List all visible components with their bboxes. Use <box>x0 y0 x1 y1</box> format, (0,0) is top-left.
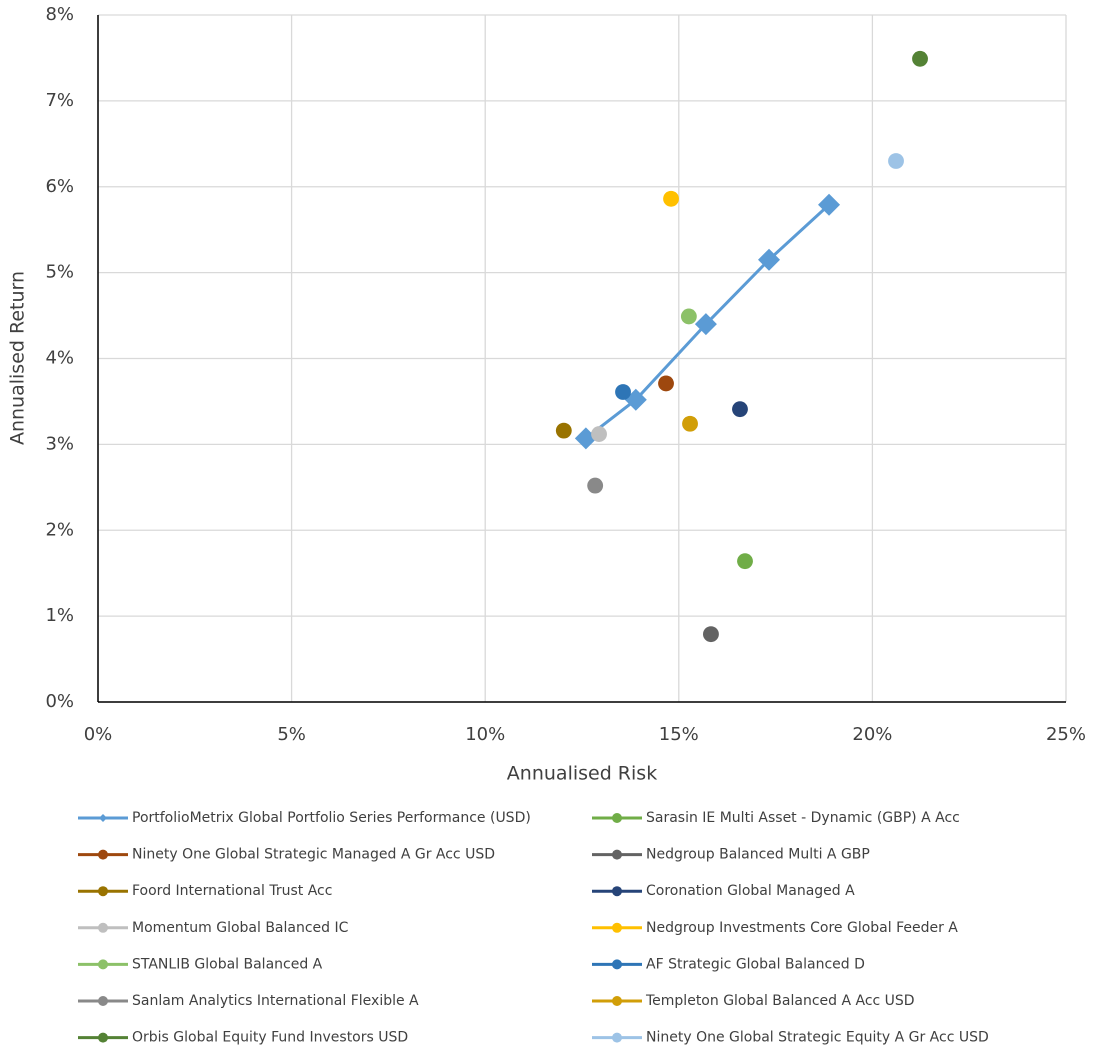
legend-label: Ninety One Global Strategic Managed A Gr… <box>132 847 495 863</box>
legend-swatch-marker <box>612 813 622 823</box>
legend-entry: Nedgroup Balanced Multi A GBP <box>592 847 870 863</box>
legend-swatch-marker <box>99 814 107 822</box>
legend-entry: Nedgroup Investments Core Global Feeder … <box>592 920 958 936</box>
y-tick-label: 5% <box>45 262 74 283</box>
legend-label: Nedgroup Investments Core Global Feeder … <box>646 920 958 936</box>
scatter-point <box>680 308 697 325</box>
legend-entry: Orbis Global Equity Fund Investors USD <box>78 1030 408 1046</box>
legend-swatch-marker <box>612 996 622 1006</box>
scatter-point <box>587 477 604 494</box>
y-axis-title: Annualised Return <box>7 271 29 445</box>
y-tick-label: 2% <box>45 519 74 540</box>
scatter-point <box>555 422 572 439</box>
legend-entry: Sarasin IE Multi Asset - Dynamic (GBP) A… <box>592 810 960 826</box>
legend-entry: PortfolioMetrix Global Portfolio Series … <box>78 810 531 826</box>
scatter-point <box>591 426 607 442</box>
line-point <box>818 193 841 216</box>
scatter-point <box>615 384 631 400</box>
legend-entry: Templeton Global Balanced A Acc USD <box>592 993 915 1009</box>
legend-swatch-marker <box>98 886 108 897</box>
legend-swatch-marker <box>612 922 622 933</box>
line-point <box>694 313 717 336</box>
legend-label: AF Strategic Global Balanced D <box>646 956 865 972</box>
legend-label: Nedgroup Balanced Multi A GBP <box>646 847 870 863</box>
x-tick-label: 10% <box>465 724 505 745</box>
x-tick-label: 20% <box>852 724 892 745</box>
legend-entry: Momentum Global Balanced IC <box>78 920 349 936</box>
y-tick-label: 3% <box>45 433 74 454</box>
legend-entry: Foord International Trust Acc <box>78 883 332 899</box>
legend-entry: AF Strategic Global Balanced D <box>592 956 865 972</box>
y-tick-label: 6% <box>45 176 74 197</box>
legend-swatch-marker <box>98 922 108 933</box>
legend-swatch-marker <box>612 959 622 970</box>
legend-swatch-marker <box>98 996 108 1006</box>
legend-entry: STANLIB Global Balanced A <box>78 956 323 972</box>
legend-label: Ninety One Global Strategic Equity A Gr … <box>646 1030 989 1046</box>
scatter-point <box>737 553 753 570</box>
legend-entry: Ninety One Global Strategic Managed A Gr… <box>78 847 495 863</box>
y-tick-label: 0% <box>45 691 74 712</box>
line-point <box>758 248 781 271</box>
legend-entry: Ninety One Global Strategic Equity A Gr … <box>592 1030 989 1046</box>
legend-entry: Sanlam Analytics International Flexible … <box>78 993 419 1009</box>
x-tick-label: 5% <box>277 724 306 745</box>
x-tick-label: 25% <box>1046 724 1086 745</box>
y-tick-label: 4% <box>45 348 74 369</box>
scatter-point <box>732 401 748 418</box>
x-tick-label: 0% <box>84 724 113 745</box>
x-axis-title: Annualised Risk <box>507 763 657 785</box>
legend-label: PortfolioMetrix Global Portfolio Series … <box>132 810 531 826</box>
scatter-point <box>658 375 674 392</box>
legend-label: Coronation Global Managed A <box>646 883 855 899</box>
legend-label: Momentum Global Balanced IC <box>132 920 349 936</box>
legend-label: Sanlam Analytics International Flexible … <box>132 993 419 1009</box>
y-tick-label: 7% <box>45 90 74 111</box>
scatter-point <box>912 50 928 67</box>
legend-entry: Coronation Global Managed A <box>592 883 855 899</box>
legend-label: Sarasin IE Multi Asset - Dynamic (GBP) A… <box>646 810 960 826</box>
legend-label: Orbis Global Equity Fund Investors USD <box>132 1030 408 1046</box>
legend-swatch-marker <box>98 1032 108 1043</box>
y-tick-label: 8% <box>45 4 74 25</box>
scatter-point <box>888 153 904 169</box>
legend-swatch-marker <box>612 1032 622 1043</box>
scatter-point <box>663 190 679 207</box>
legend-label: STANLIB Global Balanced A <box>132 956 323 972</box>
legend-swatch-marker <box>612 849 622 860</box>
legend-label: Templeton Global Balanced A Acc USD <box>645 993 915 1009</box>
legend-swatch-marker <box>612 886 622 897</box>
scatter-point <box>682 415 698 432</box>
legend-label: Foord International Trust Acc <box>132 883 332 899</box>
legend-swatch-marker <box>98 959 108 970</box>
scatter-point <box>703 626 719 643</box>
x-tick-label: 15% <box>659 724 699 745</box>
legend-swatch-marker <box>98 849 108 860</box>
y-tick-label: 1% <box>45 605 74 626</box>
